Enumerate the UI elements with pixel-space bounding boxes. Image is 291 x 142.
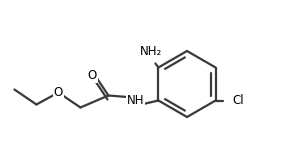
Text: O: O: [88, 69, 97, 82]
Text: NH₂: NH₂: [140, 45, 163, 58]
Text: O: O: [54, 86, 63, 99]
Text: Cl: Cl: [233, 94, 244, 107]
Text: NH: NH: [127, 94, 144, 107]
